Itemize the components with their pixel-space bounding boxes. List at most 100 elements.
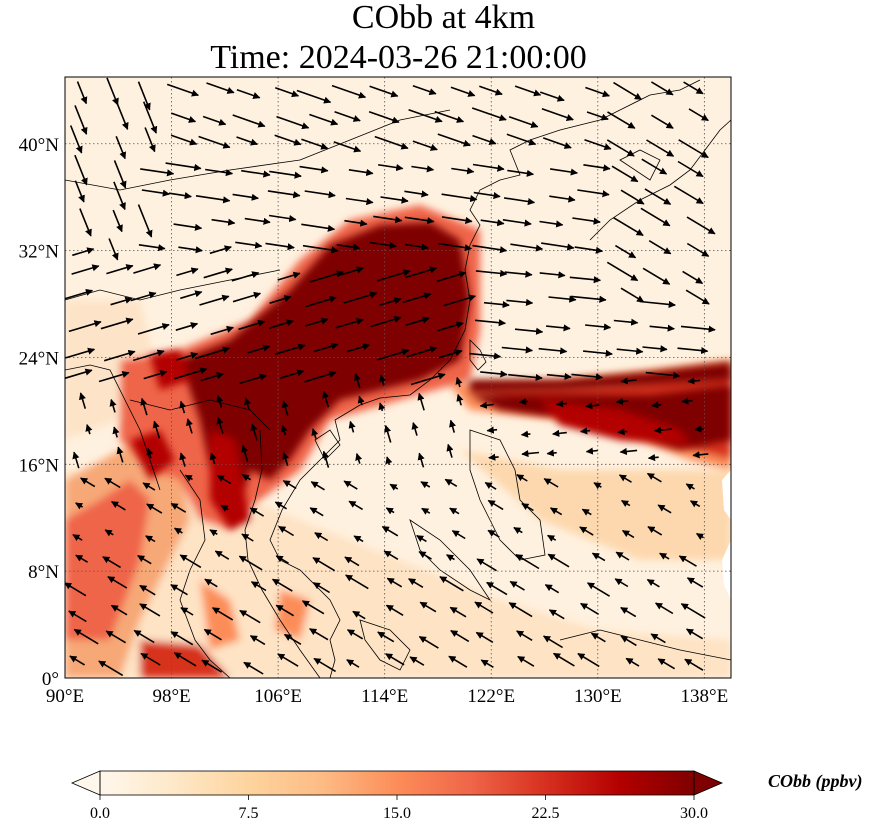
wind-arrow [110,604,128,616]
wind-arrow [312,582,331,594]
wind-arrow [586,582,611,597]
wind-arrow [275,87,300,98]
wind-arrow [211,607,234,621]
wind-arrow [684,658,704,671]
wind-arrow [176,267,199,277]
wind-arrow [74,105,88,135]
wind-arrow [142,482,156,491]
wind-arrow [268,214,297,223]
wind-arrow [618,474,632,483]
wind-arrow [282,480,297,490]
wind-arrow [620,635,637,647]
wind-arrow [165,162,202,171]
wind-arrow [647,526,663,536]
wind-arrow [513,526,523,535]
wind-arrow [322,450,330,468]
wind-arrow [72,247,95,257]
wind-arrow [646,472,662,483]
wind-arrow [518,398,529,406]
wind-arrow [446,443,454,458]
wind-arrow [238,319,266,331]
wind-arrow [516,630,533,641]
wind-arrow [685,628,704,640]
wind-arrow [689,500,701,508]
wind-arrow [170,112,197,123]
wind-arrow [606,261,639,282]
wind-arrow [175,322,199,331]
wind-arrow [369,241,397,250]
wind-arrow [170,584,188,596]
wind-arrow [346,343,371,353]
wind-arrow [312,557,336,572]
colorbar-gradient [100,771,694,795]
wind-arrow [106,77,119,106]
wind-arrow [174,367,208,380]
wind-arrow [115,136,127,160]
wind-arrow [549,195,576,203]
wind-arrow [353,535,364,543]
wind-arrow [282,451,290,467]
wind-arrow [613,217,644,237]
wind-arrow [613,81,643,101]
wind-arrow [515,553,540,570]
wind-arrow [278,525,295,537]
wind-arrow [139,584,156,596]
wind-arrow [504,270,533,278]
wind-arrow [336,266,364,277]
colorbar-tick-label: 30.0 [680,805,708,822]
wind-arrow [241,474,252,482]
wind-arrow [412,140,438,151]
wind-arrow [680,603,706,619]
wind-arrow [404,243,429,251]
wind-arrow [688,108,709,122]
wind-arrow [65,368,93,380]
wind-arrow [355,453,363,464]
wind-arrow [456,393,464,406]
wind-arrow [168,192,192,200]
wind-arrow [180,290,203,300]
wind-arrow [449,419,456,433]
lat-tick-label: 40°N [19,135,60,156]
wind-arrow [472,244,508,254]
wind-arrow [687,377,701,385]
wind-arrow [480,219,505,227]
wind-arrow [520,430,531,438]
wind-arrow [216,416,224,434]
wind-arrow [585,86,610,98]
wind-arrow [648,240,672,255]
wind-arrow [103,349,136,362]
wind-arrow [209,529,218,537]
wind-arrow [243,661,264,675]
wind-arrow [195,195,231,204]
wind-arrow [276,115,310,130]
wind-arrow [280,424,288,436]
wind-arrow [152,420,161,439]
wind-arrow [546,372,572,381]
map-frame [64,76,732,679]
wind-arrow [250,581,267,592]
wind-arrow [486,581,508,596]
wind-arrow [269,170,302,179]
wind-arrow [322,390,330,408]
wind-arrow [469,352,502,360]
wind-arrow [380,196,409,204]
wind-arrow [579,427,591,435]
coastlines [65,79,731,678]
wind-arrow [412,85,437,96]
wind-arrow [368,110,400,124]
wind-arrow [214,550,230,560]
wind-arrow [572,217,601,225]
wind-arrow [269,295,292,304]
wind-arrow [506,133,537,146]
wind-arrow [378,402,386,412]
wind-arrow [539,220,564,228]
wind-arrow [438,349,463,359]
wind-arrow [521,502,534,512]
wind-arrow [450,629,470,643]
wind-arrow [247,344,271,354]
wind-arrow [283,633,302,645]
wind-arrow [686,577,704,588]
wind-arrow [437,321,464,332]
gridlines [65,77,731,678]
